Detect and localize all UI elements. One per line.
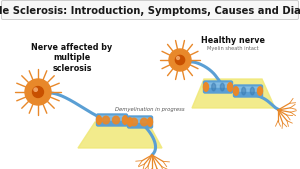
FancyBboxPatch shape — [2, 1, 298, 19]
Ellipse shape — [103, 116, 110, 124]
FancyBboxPatch shape — [233, 85, 262, 97]
Ellipse shape — [257, 87, 262, 95]
Ellipse shape — [112, 116, 119, 124]
FancyBboxPatch shape — [128, 116, 152, 128]
Ellipse shape — [242, 87, 246, 95]
Ellipse shape — [227, 83, 232, 91]
Text: Multiple Sclerosis: Introduction, Symptoms, Causes and Diagnosis: Multiple Sclerosis: Introduction, Sympto… — [0, 6, 300, 16]
Text: Myelin sheath intact: Myelin sheath intact — [207, 46, 259, 51]
Text: Nerve affected by
multiple
sclerosis: Nerve affected by multiple sclerosis — [32, 43, 112, 73]
Text: Healthy nerve: Healthy nerve — [201, 36, 265, 45]
Ellipse shape — [250, 87, 254, 95]
FancyBboxPatch shape — [100, 116, 124, 120]
Text: Demyelination in progress: Demyelination in progress — [115, 107, 184, 112]
FancyBboxPatch shape — [206, 83, 230, 87]
Ellipse shape — [140, 118, 148, 126]
Ellipse shape — [97, 116, 101, 124]
FancyBboxPatch shape — [203, 81, 232, 93]
Polygon shape — [192, 79, 275, 108]
Circle shape — [25, 79, 51, 105]
Ellipse shape — [203, 83, 208, 91]
Ellipse shape — [233, 87, 238, 95]
Circle shape — [177, 57, 179, 59]
Ellipse shape — [128, 118, 133, 126]
Circle shape — [32, 87, 44, 98]
Ellipse shape — [122, 116, 128, 124]
FancyBboxPatch shape — [97, 114, 128, 126]
Ellipse shape — [130, 118, 137, 126]
Ellipse shape — [220, 83, 224, 91]
Circle shape — [169, 49, 191, 71]
Circle shape — [176, 55, 184, 65]
FancyBboxPatch shape — [130, 118, 149, 122]
Circle shape — [34, 88, 37, 91]
Ellipse shape — [212, 83, 216, 91]
Ellipse shape — [148, 118, 152, 126]
FancyBboxPatch shape — [236, 87, 260, 91]
Polygon shape — [78, 122, 162, 148]
